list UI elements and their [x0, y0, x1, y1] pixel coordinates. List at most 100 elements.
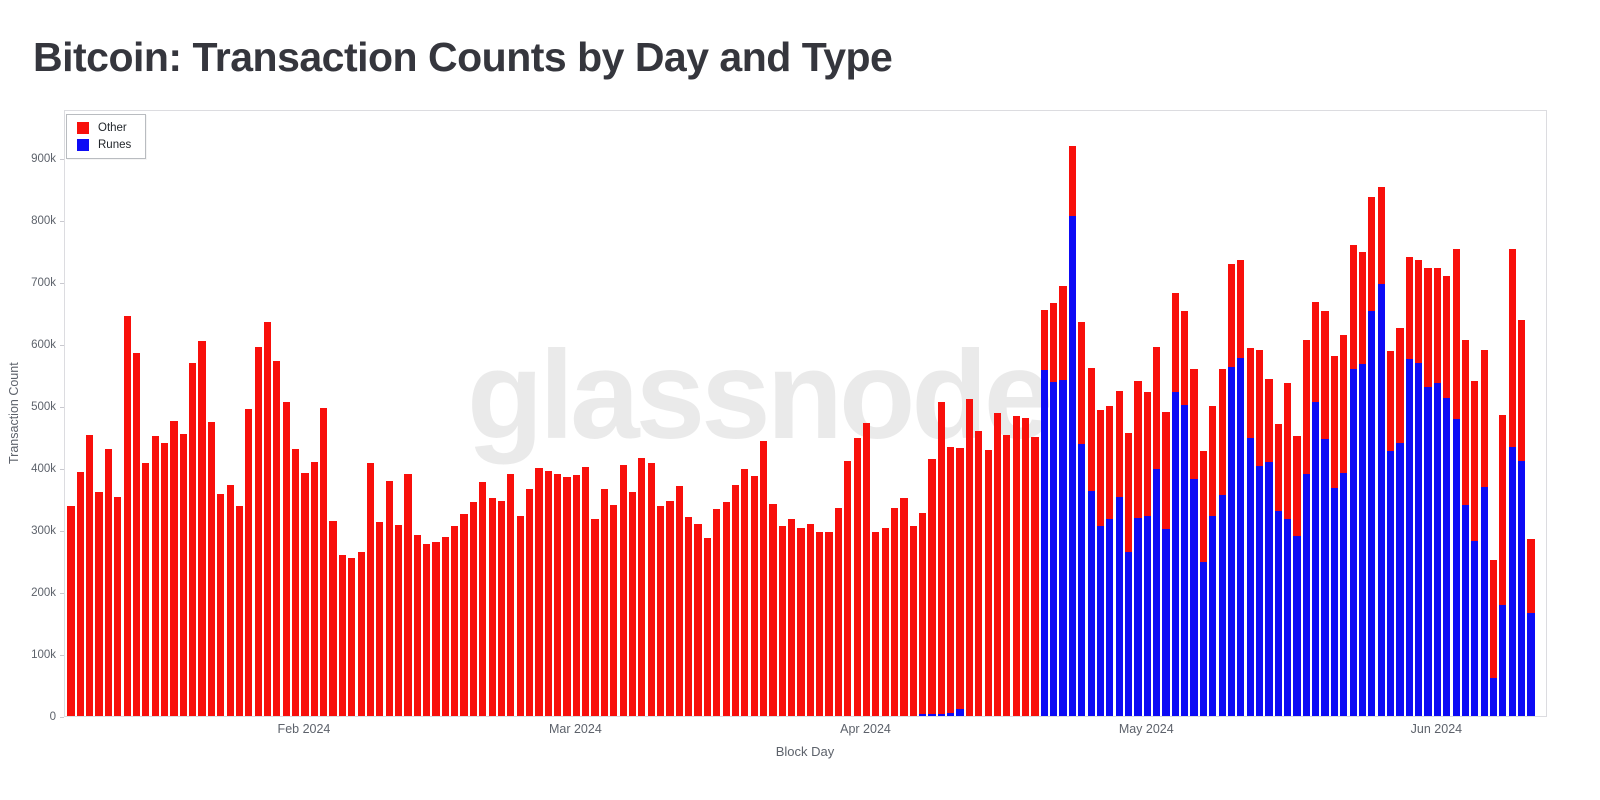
- bar-day-56[interactable]: [591, 518, 599, 716]
- bar-day-142[interactable]: [1396, 327, 1404, 716]
- bar-day-101[interactable]: [1012, 415, 1020, 716]
- bar-day-110[interactable]: [1096, 410, 1105, 716]
- bar-day-47[interactable]: [507, 474, 515, 716]
- bar-day-65[interactable]: [675, 485, 683, 716]
- bar-day-147[interactable]: [1443, 275, 1451, 716]
- bar-day-78[interactable]: [797, 527, 805, 716]
- bar-day-145[interactable]: [1424, 267, 1432, 716]
- bar-day-4[interactable]: [104, 448, 113, 716]
- bar-day-21[interactable]: [263, 321, 272, 716]
- bar-day-46[interactable]: [497, 500, 506, 716]
- bar-day-93[interactable]: [937, 401, 945, 716]
- bar-day-153[interactable]: [1499, 414, 1507, 716]
- bar-day-94[interactable]: [947, 446, 955, 716]
- bar-day-25[interactable]: [301, 472, 309, 716]
- bar-day-79[interactable]: [806, 523, 814, 716]
- bar-day-12[interactable]: [179, 433, 187, 716]
- bar-day-36[interactable]: [404, 474, 412, 716]
- bar-day-137[interactable]: [1349, 245, 1357, 716]
- bar-day-116[interactable]: [1153, 347, 1161, 716]
- bar-day-124[interactable]: [1227, 264, 1236, 716]
- bar-day-55[interactable]: [582, 466, 590, 716]
- bar-day-54[interactable]: [572, 475, 580, 716]
- bar-day-82[interactable]: [834, 508, 843, 716]
- bar-day-15[interactable]: [207, 422, 215, 716]
- bar-day-10[interactable]: [160, 442, 169, 716]
- bar-day-89[interactable]: [900, 498, 908, 716]
- bar-day-72[interactable]: [741, 469, 749, 716]
- bar-day-50[interactable]: [535, 468, 543, 716]
- bar-day-73[interactable]: [750, 476, 758, 716]
- bar-day-123[interactable]: [1218, 369, 1226, 716]
- bar-day-75[interactable]: [769, 503, 777, 716]
- bar-day-3[interactable]: [95, 491, 103, 716]
- bar-day-92[interactable]: [928, 458, 936, 716]
- bar-day-57[interactable]: [600, 489, 609, 716]
- bar-day-144[interactable]: [1415, 260, 1423, 716]
- bar-day-16[interactable]: [217, 494, 225, 716]
- bar-day-131[interactable]: [1293, 436, 1301, 716]
- bar-day-6[interactable]: [123, 316, 131, 716]
- bar-day-30[interactable]: [348, 557, 356, 716]
- bar-day-23[interactable]: [282, 402, 290, 716]
- bar-day-134[interactable]: [1321, 310, 1329, 716]
- bar-day-13[interactable]: [189, 362, 197, 716]
- bar-day-51[interactable]: [544, 471, 552, 716]
- bar-day-151[interactable]: [1480, 349, 1488, 716]
- bar-day-20[interactable]: [254, 347, 262, 716]
- bar-day-58[interactable]: [610, 505, 618, 716]
- bar-day-42[interactable]: [460, 513, 468, 716]
- bar-day-18[interactable]: [235, 506, 244, 716]
- bar-day-52[interactable]: [554, 474, 562, 716]
- bar-day-41[interactable]: [451, 526, 459, 716]
- bar-day-99[interactable]: [993, 413, 1002, 716]
- bar-day-70[interactable]: [722, 502, 730, 716]
- bar-day-150[interactable]: [1471, 380, 1479, 716]
- bar-day-143[interactable]: [1405, 257, 1413, 716]
- bar-day-31[interactable]: [357, 552, 365, 716]
- bar-day-34[interactable]: [385, 481, 393, 716]
- bar-day-81[interactable]: [825, 531, 833, 716]
- bar-day-38[interactable]: [423, 544, 431, 716]
- bar-day-5[interactable]: [114, 497, 122, 716]
- bar-day-114[interactable]: [1134, 380, 1142, 716]
- bar-day-14[interactable]: [198, 340, 206, 716]
- bar-day-2[interactable]: [86, 435, 94, 716]
- bar-day-113[interactable]: [1124, 432, 1133, 716]
- legend-item-runes[interactable]: Runes: [77, 139, 131, 151]
- bar-day-80[interactable]: [816, 532, 824, 716]
- bar-day-138[interactable]: [1358, 251, 1367, 716]
- bar-day-22[interactable]: [273, 360, 281, 716]
- bar-day-87[interactable]: [881, 527, 889, 716]
- bar-day-53[interactable]: [563, 477, 571, 716]
- bar-day-32[interactable]: [366, 463, 375, 716]
- legend-item-other[interactable]: Other: [77, 122, 131, 134]
- bar-day-102[interactable]: [1022, 418, 1030, 716]
- bar-day-108[interactable]: [1078, 321, 1086, 716]
- bar-day-69[interactable]: [713, 508, 721, 716]
- bar-day-86[interactable]: [872, 531, 880, 716]
- bar-day-132[interactable]: [1302, 339, 1310, 716]
- bar-day-155[interactable]: [1518, 319, 1526, 716]
- bar-day-119[interactable]: [1181, 310, 1189, 716]
- bar-day-105[interactable]: [1050, 303, 1058, 716]
- bar-day-71[interactable]: [731, 485, 740, 716]
- bar-day-156[interactable]: [1527, 538, 1535, 716]
- bar-day-37[interactable]: [413, 534, 421, 716]
- bar-day-120[interactable]: [1190, 369, 1198, 716]
- bar-day-11[interactable]: [170, 420, 178, 716]
- bar-day-104[interactable]: [1040, 309, 1048, 716]
- bar-day-154[interactable]: [1508, 249, 1516, 716]
- bar-day-0[interactable]: [67, 506, 75, 716]
- bar-day-27[interactable]: [320, 407, 328, 716]
- bar-day-149[interactable]: [1461, 340, 1470, 716]
- bar-day-91[interactable]: [919, 513, 927, 716]
- bar-day-95[interactable]: [956, 447, 964, 716]
- bar-day-1[interactable]: [76, 471, 84, 716]
- bar-day-127[interactable]: [1255, 349, 1264, 716]
- bar-day-85[interactable]: [862, 423, 871, 716]
- bar-day-44[interactable]: [479, 482, 487, 716]
- bar-day-67[interactable]: [694, 523, 702, 716]
- bar-day-59[interactable]: [619, 464, 627, 716]
- bar-day-135[interactable]: [1330, 356, 1339, 716]
